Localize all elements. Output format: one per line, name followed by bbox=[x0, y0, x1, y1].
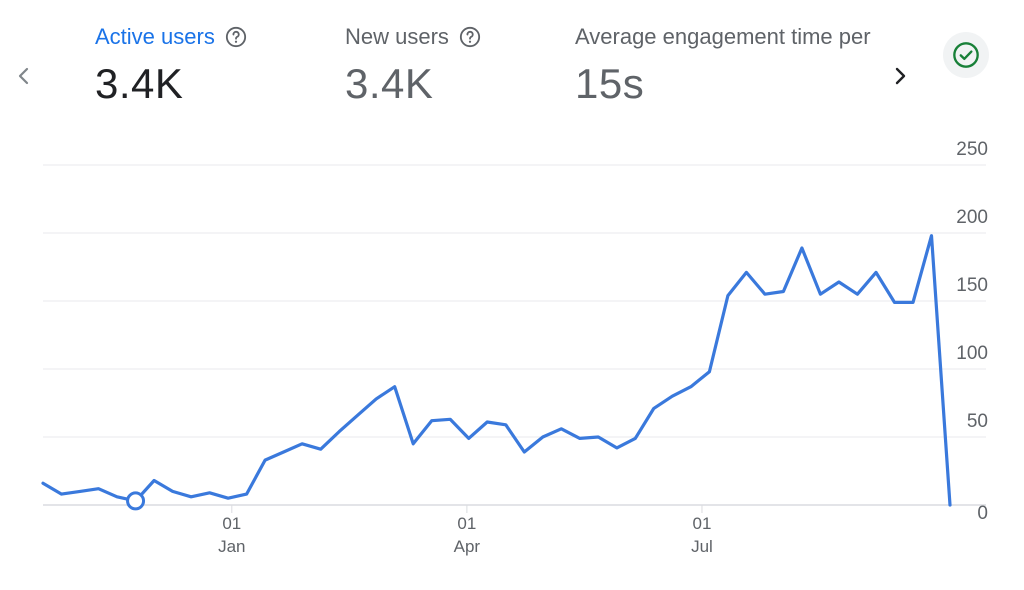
y-tick-label: 0 bbox=[977, 503, 988, 524]
y-tick-label: 150 bbox=[956, 275, 988, 296]
x-tick-month: Jan bbox=[218, 537, 245, 556]
metric-new-users[interactable]: New users 3.4K bbox=[345, 24, 481, 108]
metric-value: 3.4K bbox=[95, 60, 184, 107]
help-icon[interactable] bbox=[459, 26, 481, 48]
metric-label: New users bbox=[345, 24, 449, 49]
metric-label: Active users bbox=[95, 24, 215, 49]
y-tick-label: 50 bbox=[967, 411, 988, 432]
metric-avg-engagement-time[interactable]: Average engagement time per active user … bbox=[575, 24, 871, 108]
metric-value: 15s bbox=[575, 60, 645, 107]
status-badge[interactable] bbox=[943, 32, 989, 78]
chevron-left-icon bbox=[18, 67, 29, 85]
metric-value: 3.4K bbox=[345, 60, 434, 107]
y-tick-label: 200 bbox=[956, 207, 988, 228]
x-tick-day: 01 bbox=[222, 514, 241, 533]
x-tick-month: Jul bbox=[691, 537, 713, 556]
prev-button[interactable] bbox=[6, 58, 42, 94]
series-line-active-users bbox=[41, 234, 952, 507]
highlighted-data-point[interactable] bbox=[126, 491, 146, 511]
next-button[interactable] bbox=[882, 58, 918, 94]
chevron-right-icon bbox=[895, 67, 906, 85]
help-icon[interactable] bbox=[225, 26, 247, 48]
check-circle-icon bbox=[953, 42, 979, 68]
metric-label: Average engagement time per active user bbox=[575, 24, 871, 49]
x-tick-day: 01 bbox=[457, 514, 476, 533]
x-tick-day: 01 bbox=[693, 514, 712, 533]
x-tick-month: Apr bbox=[454, 537, 481, 556]
y-tick-label: 250 bbox=[956, 139, 988, 160]
y-tick-label: 100 bbox=[956, 343, 988, 364]
metric-active-users[interactable]: Active users 3.4K bbox=[95, 24, 247, 108]
